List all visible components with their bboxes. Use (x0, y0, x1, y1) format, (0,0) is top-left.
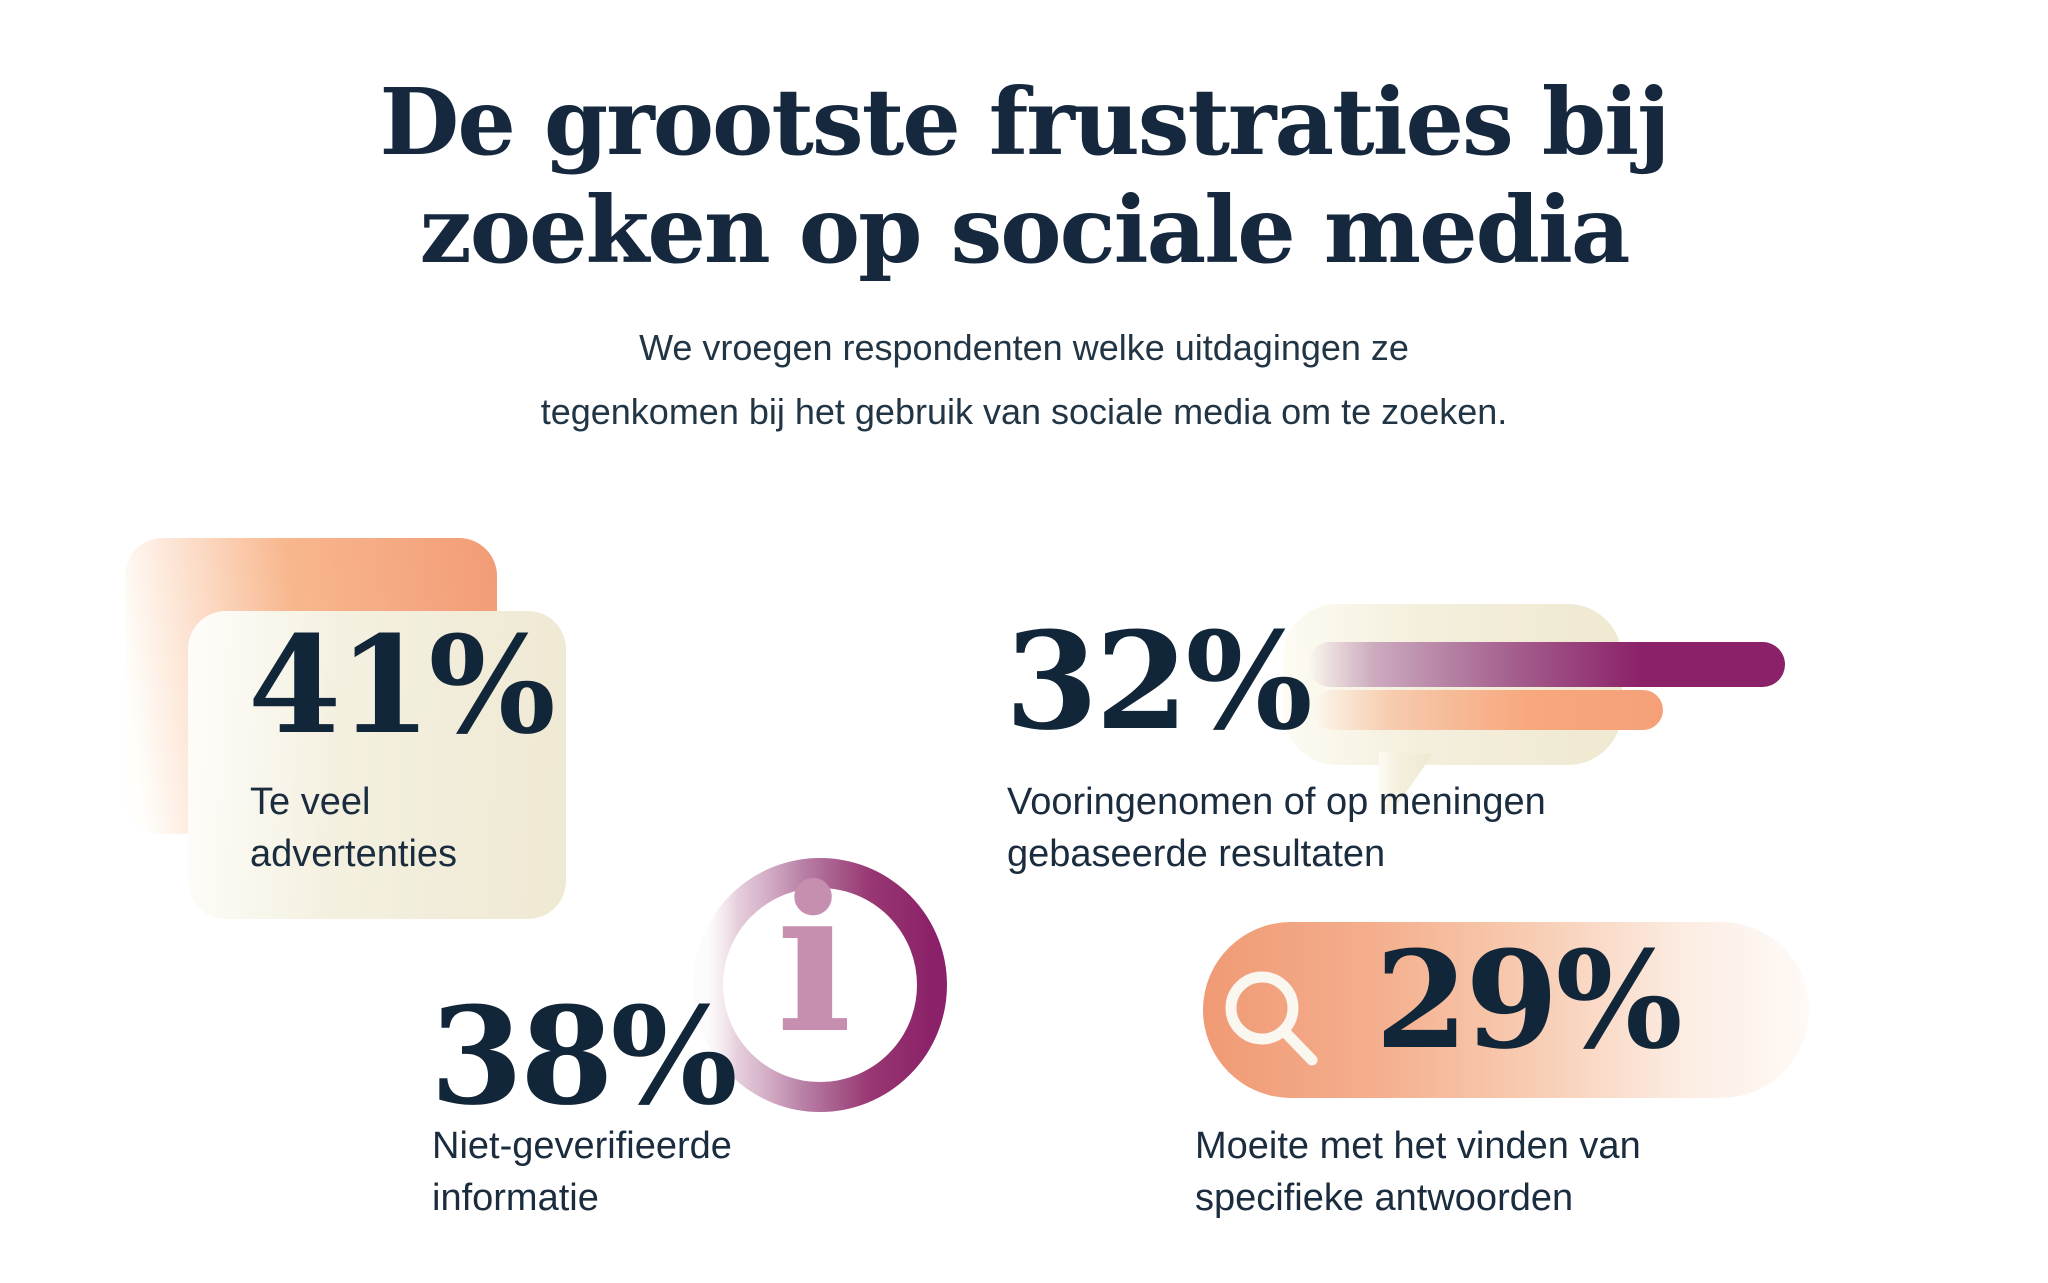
stacked-card-front-icon (188, 611, 566, 919)
search-pill-icon (1203, 922, 1809, 1098)
stat-label-too-many-ads-line2: advertenties (250, 833, 458, 876)
stat-value-unverified-info: 38% (430, 977, 738, 1135)
info-i-glyph-icon: i (776, 843, 852, 1078)
stat-label-biased-results: Vooringenomen of op meningen gebaseerde r… (1007, 776, 1546, 881)
stat-label-biased-results-line1: Vooringenomen of op meningen (1007, 781, 1546, 823)
stat-label-finding-answers-line2: specifieke antwoorden (1195, 1177, 1574, 1220)
info-circle-icon (693, 858, 947, 1112)
stat-value-finding-answers: 29% (1375, 921, 1683, 1079)
bias-bar-orange-icon (1313, 690, 1663, 730)
page-title-line1: De grootste frustraties bij (379, 68, 1671, 176)
page-subtitle-line2: tegenkomen bij het gebruik van sociale m… (540, 391, 1508, 433)
stat-value-too-many-ads: 41% (248, 606, 556, 764)
stat-label-unverified-info-line2: informatie (432, 1177, 599, 1220)
stat-label-too-many-ads-line1: Te veel (250, 781, 371, 823)
search-icon (1225, 971, 1318, 1066)
bias-bar-purple-icon (1308, 642, 1785, 687)
stat-label-too-many-ads: Te veel advertenties (250, 776, 457, 881)
page-subtitle: We vroegen respondenten welke uitdaginge… (0, 316, 2048, 444)
stat-label-unverified-info: Niet-geverifieerde informatie (432, 1120, 732, 1225)
page-subtitle-line1: We vroegen respondenten welke uitdaginge… (639, 327, 1409, 368)
stat-value-biased-results: 32% (1005, 602, 1313, 760)
stat-label-unverified-info-line1: Niet-geverifieerde (432, 1125, 732, 1167)
stat-label-biased-results-line2: gebaseerde resultaten (1007, 833, 1386, 876)
page-title-line2: zoeken op sociale media (419, 175, 1630, 284)
stat-label-finding-answers-line1: Moeite met het vinden van (1195, 1125, 1641, 1167)
page-title: De grootste frustraties bij zoeken op soc… (0, 68, 2048, 284)
stat-label-finding-answers: Moeite met het vinden van specifieke antw… (1195, 1120, 1641, 1225)
